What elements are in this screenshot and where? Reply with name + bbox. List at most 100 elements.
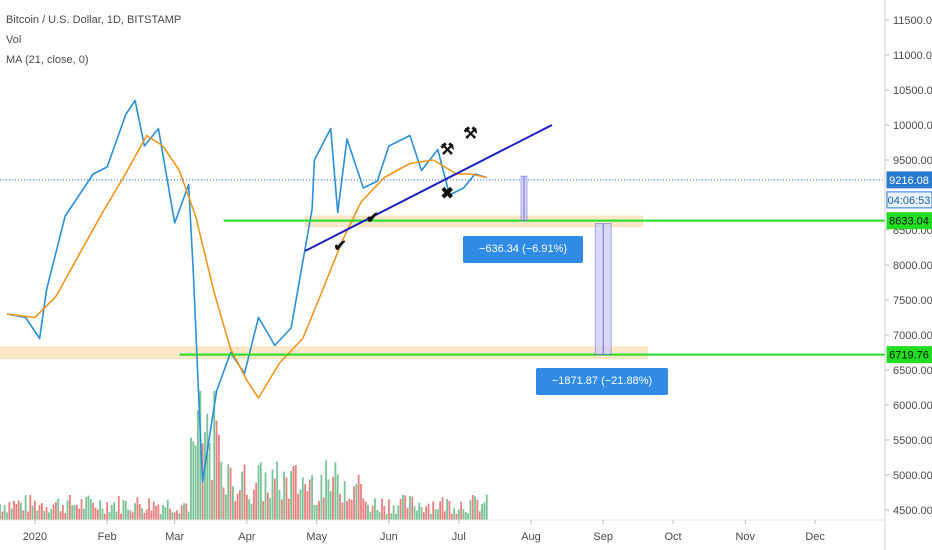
volume-bar [164,507,167,520]
overlays: ✔ ✔ ✖ ⚒ ⚒ [0,124,885,356]
volume-bar [204,432,206,520]
volume-bar [420,507,423,520]
volume-bar [45,506,48,520]
volume-bar [381,498,383,520]
x-tick-label: Jul [452,531,466,543]
volume-bar [206,413,209,520]
volume-bar [220,461,223,520]
volume-bar [304,484,306,520]
volume-bar [346,500,348,520]
y-tick-label: 7500.00 [893,295,932,307]
level-tag-1-text: 8633.04 [889,216,929,228]
volume-bar [68,494,71,520]
volume-bar [169,508,171,520]
volume-bar [443,511,446,520]
volume-bar [329,491,332,520]
volume-bar [78,508,81,520]
volume-bar [231,486,234,520]
volume-bar [245,494,248,520]
y-tick-label: 4500.00 [893,505,932,517]
volume-bar [215,420,218,520]
x-tick-label: May [306,531,327,543]
volume-bar [197,410,199,520]
symbol-title[interactable]: Bitcoin / U.S. Dollar, 1D, BITSTAMP [6,14,182,26]
volume-bar [343,481,346,520]
x-tick-label: Sep [593,531,613,543]
volume-bar [211,480,213,520]
volume-bar [350,499,353,520]
y-tick-label: 6500.00 [893,365,932,377]
volume-bar [141,508,143,520]
x-tick-label: 2020 [23,531,47,543]
price-axis[interactable]: 11500.00 11000.00 10500.00 10000.00 9500.00 9… [884,0,932,550]
volume-bar [248,499,251,520]
volume-bar [392,505,395,520]
volume-bar [64,513,67,520]
volume-bar [278,489,281,520]
volume-bar [362,498,365,520]
volume-bar [397,505,400,520]
y-tick-label: 10500.00 [893,85,932,97]
series [6,99,488,483]
volume-bar [38,505,41,520]
volume-label[interactable]: Vol [6,34,22,46]
volume-bar [476,499,479,520]
volume-bar [357,474,360,520]
volume-bar [285,477,288,520]
volume-bar [6,512,8,520]
volume-bar [183,503,185,520]
volume-bar [478,511,481,520]
volume-bar [85,496,88,520]
volume-bar [157,504,160,520]
volume-bar [103,513,106,520]
volume-bar [425,506,428,520]
x-tick-label: Nov [735,531,755,543]
volume-bar [334,462,337,520]
volume-bar [450,513,453,520]
volume-bar [353,486,355,520]
volume-bar [339,493,341,520]
zone-2 [0,346,648,360]
trend-line [304,124,553,252]
volume-bar [82,508,85,520]
volume-bar [75,504,78,520]
volume-bar [474,496,477,520]
volume-bar [52,504,55,520]
volume-bar [238,490,241,520]
volume-bar [192,441,195,520]
volume-bar [257,465,260,520]
volume-bars [0,390,488,520]
volume-bar [115,511,118,520]
volume-bar [0,504,1,520]
volume-bar [464,512,467,520]
volume-bar [236,493,239,520]
volume-bar [176,510,178,520]
x-tick-label: Mar [165,531,184,543]
ma-label[interactable]: MA (21, close, 0) [6,54,89,66]
volume-bar [159,513,162,520]
volume-bar [325,460,327,520]
volume-bar [124,500,127,520]
volume-bar [241,471,244,520]
chart-legend: Bitcoin / U.S. Dollar, 1D, BITSTAMP Vol … [6,10,181,70]
volume-bar [287,498,290,520]
volume-bar [364,501,367,520]
volume-bar [453,508,456,520]
volume-bar [185,503,188,520]
volume-bar [306,491,309,520]
volume-bar [406,507,409,520]
volume-bar [255,482,258,520]
volume-bar [15,504,18,520]
volume-bar [229,467,232,520]
volume-bar [20,502,22,520]
volume-bar [50,509,53,520]
volume-bar [469,499,472,520]
volume-bar [313,504,316,520]
y-tick-label: 6000.00 [893,400,932,412]
measure-label-1: −636.34 (−6.91%) −63634 [463,236,583,282]
volume-bar [138,504,141,520]
volume-bar [73,505,76,520]
time-axis[interactable]: 2020 Feb Mar Apr May Jun Jul Aug Sep Oct Nov Dec [0,519,885,543]
volume-bar [378,511,381,520]
